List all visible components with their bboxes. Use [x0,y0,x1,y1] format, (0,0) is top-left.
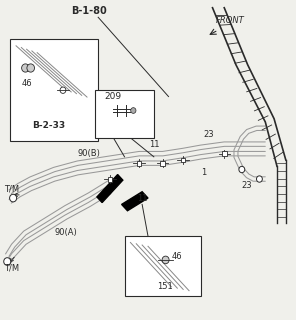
Text: T/M: T/M [4,184,20,193]
Bar [222,151,226,156]
Bar [181,157,186,163]
Circle shape [27,64,35,72]
Text: 151: 151 [157,282,173,292]
Bar [10,39,98,141]
Bar [95,90,154,138]
Text: 90(A): 90(A) [54,228,77,237]
Bar [160,161,165,166]
Circle shape [60,87,66,93]
Text: B-2-33: B-2-33 [32,121,65,130]
Circle shape [257,176,262,182]
Circle shape [22,64,29,72]
Text: 90(B): 90(B) [78,149,101,158]
Polygon shape [122,192,148,211]
Text: B-1-80: B-1-80 [71,6,107,16]
Text: 46: 46 [171,252,182,261]
Circle shape [9,194,17,202]
Text: 11: 11 [137,194,147,203]
Bar [137,161,141,166]
Text: 23: 23 [204,130,214,139]
Circle shape [4,258,11,265]
Circle shape [162,256,169,264]
Circle shape [239,166,245,173]
Text: FRONT: FRONT [215,16,244,25]
Bar [107,177,112,181]
Text: 11: 11 [149,140,159,148]
Text: 23: 23 [242,181,252,190]
Polygon shape [97,174,123,203]
Text: 46: 46 [22,79,33,88]
Circle shape [131,108,136,113]
Text: T/M: T/M [4,263,20,272]
Text: 209: 209 [104,92,121,101]
Bar [125,236,201,296]
Text: 1: 1 [201,168,206,177]
